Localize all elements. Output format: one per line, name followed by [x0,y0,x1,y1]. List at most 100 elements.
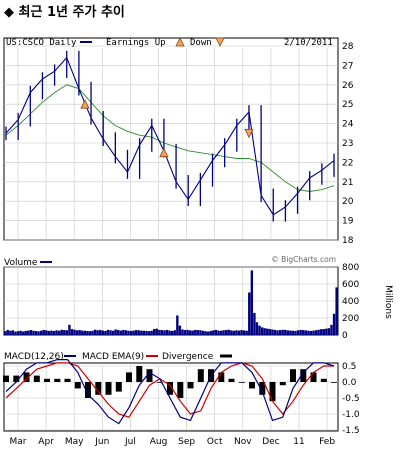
volume-bar [32,330,35,335]
price-y-axis: 18 19 20 21 22 23 24 25 26 27 28 [342,42,354,246]
volume-bar [47,330,51,335]
price-tick-label: 22 [342,158,353,168]
earnings-up-marker [80,99,90,109]
volume-bar [224,330,228,335]
volume-bar [96,330,99,335]
x-tick-label: Nov [234,437,252,447]
volume-bar [63,330,66,335]
volume-bar [114,329,117,335]
volume-bar [163,330,166,335]
divergence-bar [290,369,296,382]
divergence-label: Divergence [162,352,214,362]
volume-bar [204,331,207,335]
volume-bar [237,330,241,335]
volume-bar [109,330,112,335]
volume-bar [320,329,323,335]
price-tick-label: 23 [342,139,353,149]
divergence-bar [320,378,327,382]
divergence-bar [331,382,337,383]
volume-bar [266,328,269,336]
price-tick-label: 26 [342,81,354,91]
volume-bar [219,330,223,335]
x-tick-label: Oct [207,437,223,447]
volume-bar [168,330,171,335]
bigcharts-credit: © BigCharts.com [271,255,336,264]
volume-bar [81,330,84,335]
divergence-bar [249,382,255,389]
volume-bar [132,330,135,335]
volume-bar [302,330,305,335]
volume-bar [250,270,254,335]
legend-date: 2/10/2011 [284,38,333,48]
divergence-bar [126,372,132,382]
volume-bar [242,330,246,335]
volume-bar [235,330,238,335]
volume-bar [106,329,110,335]
legend-symbol: US:CSCO Daily [6,38,77,48]
volume-tick-label: 800 [342,263,359,273]
divergence-bar [228,378,235,382]
volume-bar [258,325,261,335]
volume-bar [322,329,325,335]
volume-bar [147,331,151,335]
macd-panel [3,362,339,432]
volume-bar [278,330,282,335]
x-tick-label: Jul [124,437,136,447]
macd-tick-label: -1.5 [342,426,360,436]
volume-bar [196,330,200,335]
divergence-bar [218,372,225,382]
volume-bar [86,330,89,335]
x-tick-label: Jun [94,437,109,447]
volume-bar [183,330,187,335]
volume-bar [57,330,61,335]
volume-bar [165,329,169,335]
divergence-bar [115,382,122,392]
volume-bar [186,329,189,335]
volume-bar [201,330,205,335]
volume-bar [42,329,45,335]
volume-bar [217,330,220,335]
macd-tick-label: 0.5 [342,362,356,372]
volume-bar [104,330,107,335]
volume-bar [260,327,264,335]
volume-bar [317,329,320,335]
price-plot [5,50,335,222]
price-tick-label: 21 [342,178,353,188]
earnings-up-marker [159,147,169,158]
volume-bar [24,330,27,335]
price-tick-label: 20 [342,197,354,207]
divergence-bar [167,382,173,395]
earnings-up-icon [175,37,185,47]
volume-bar [135,330,138,335]
divergence-bar [23,372,30,382]
volume-bar [286,330,289,335]
volume-bar [39,330,43,335]
volume-bar [78,330,81,335]
volume-bar [230,330,233,335]
macd-plot [3,359,337,425]
volume-bar [268,329,271,335]
divergence-bar [310,372,317,382]
divergence-bar [187,382,194,389]
volume-bar [289,330,292,335]
macd-tick-label: 0.0 [342,378,357,388]
volume-tick-label: 200 [342,314,359,324]
volume-bar [9,330,12,335]
price-tick-label: 28 [342,42,354,52]
volume-bar [206,331,210,335]
volume-bar [294,330,297,335]
volume-bar [325,328,328,336]
volume-bar [34,331,38,335]
macd-tick-label: -1.0 [342,410,360,420]
divergence-bar [54,378,61,382]
divergence-bar [197,369,204,382]
volume-bar [158,329,161,335]
volume-bar [312,330,315,335]
volume-bar [45,330,48,335]
divergence-bar [136,366,143,382]
volume-bar [181,329,184,335]
volume-bar [271,329,274,335]
price-panel [3,37,339,241]
volume-bar [68,324,71,335]
x-tick-label: Sep [178,437,195,447]
